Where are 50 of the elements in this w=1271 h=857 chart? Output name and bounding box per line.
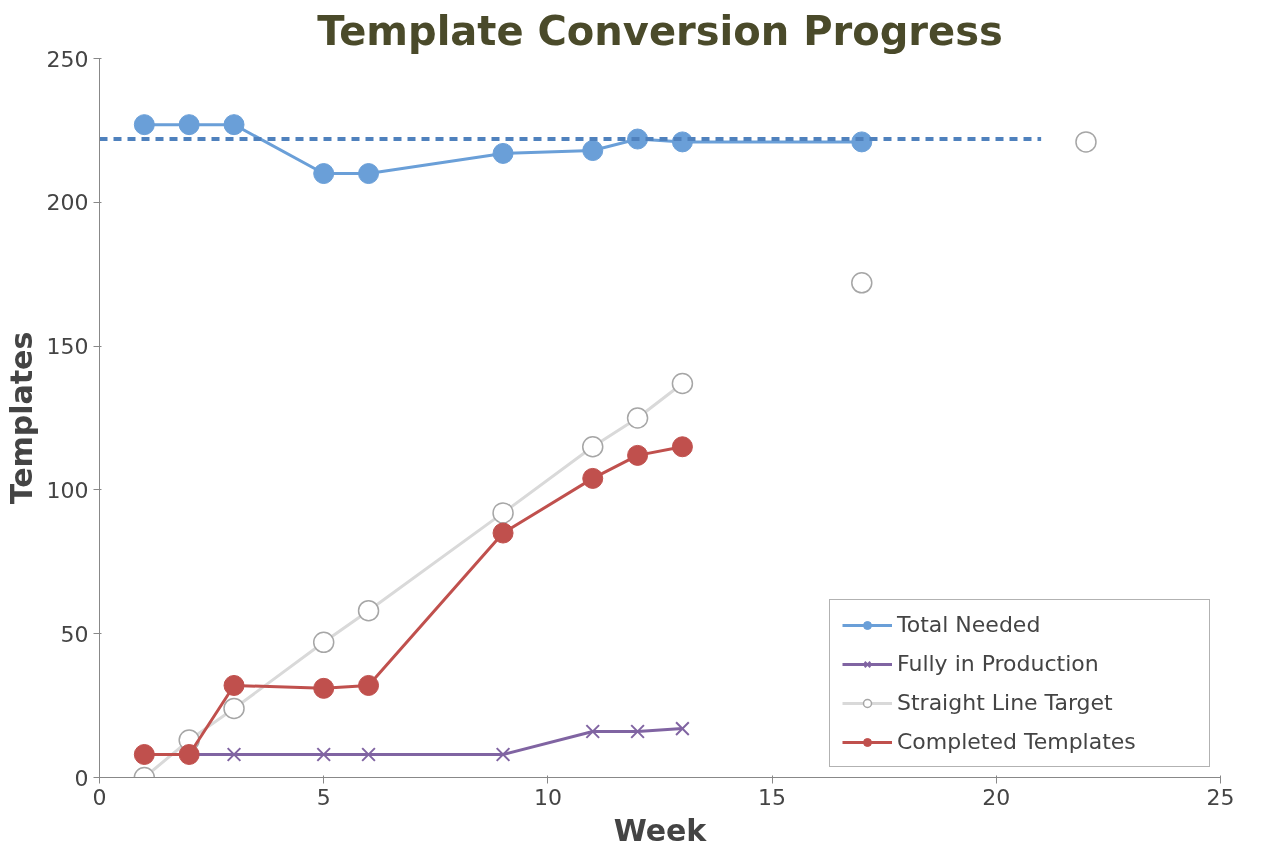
point (851, 272, 873, 294)
y-tick-label: 200 (46, 190, 89, 216)
point (581, 436, 604, 458)
legend-label: Completed Templates (897, 729, 1137, 754)
point (630, 724, 645, 739)
point (357, 599, 380, 622)
y-tick-label: 0 (74, 765, 89, 791)
x-tick-label: 25 (1206, 784, 1235, 810)
point (133, 744, 155, 765)
point (627, 444, 649, 466)
x-tick-label: 15 (758, 784, 787, 810)
y-tick-label: 50 (60, 621, 89, 647)
point (358, 163, 380, 185)
point (671, 436, 693, 458)
point (313, 677, 335, 699)
point (316, 747, 332, 762)
point (582, 467, 604, 489)
point (671, 372, 694, 395)
point (223, 674, 245, 696)
point (582, 140, 604, 162)
point (492, 142, 514, 164)
point (313, 163, 335, 185)
point (626, 407, 649, 429)
point (226, 747, 242, 762)
y-tick-label: 250 (46, 46, 89, 72)
point (361, 747, 376, 762)
point (133, 114, 155, 136)
point (492, 522, 514, 544)
point (223, 114, 245, 136)
y-tick-label: 150 (46, 334, 89, 360)
point (675, 721, 690, 736)
legend-label: Fully in Production (897, 651, 1100, 676)
x-axis-title: Week (613, 812, 708, 848)
y-axis-title: Templates (3, 331, 39, 505)
point (1075, 131, 1097, 153)
point (585, 724, 601, 739)
point (358, 674, 380, 696)
x-tick-label: 0 (92, 784, 107, 810)
point (178, 114, 200, 136)
point (223, 697, 245, 720)
x-tick-label: 20 (982, 784, 1011, 810)
x-tick-label: 10 (533, 784, 562, 810)
legend-label: Straight Line Target (897, 690, 1114, 715)
point (312, 631, 335, 654)
legend-label: Total Needed (897, 612, 1042, 637)
point (492, 502, 514, 524)
y-tick-label: 100 (46, 477, 89, 503)
x-tick-label: 5 (316, 784, 331, 810)
chart-title: Template Conversion Progress (317, 7, 1003, 54)
point (495, 747, 511, 762)
